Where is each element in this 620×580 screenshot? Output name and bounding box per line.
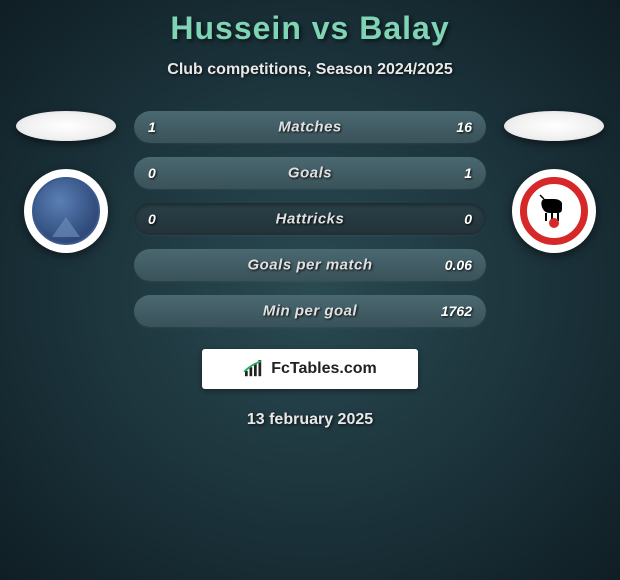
page-subtitle: Club competitions, Season 2024/2025 — [167, 61, 452, 79]
club-badge-right-emblem — [520, 177, 588, 245]
brand-label: FcTables.com — [271, 360, 377, 378]
stat-label: Hattricks — [276, 211, 345, 228]
stat-label: Goals — [288, 165, 332, 182]
right-side-col — [504, 111, 604, 253]
stat-value-left: 1 — [148, 119, 156, 135]
stats-column: 1 Matches 16 0 Goals 1 0 Hattricks 0 Goals per ma… — [134, 111, 486, 327]
left-side-col — [16, 111, 116, 253]
stat-row: Min per goal 1762 — [134, 295, 486, 327]
stat-label: Min per goal — [263, 303, 357, 320]
club-badge-left-emblem — [32, 177, 100, 245]
club-badge-left — [24, 169, 108, 253]
club-badge-right — [512, 169, 596, 253]
stat-row: 0 Hattricks 0 — [134, 203, 486, 235]
stat-value-left: 0 — [148, 211, 156, 227]
stat-row: 1 Matches 16 — [134, 111, 486, 143]
stat-value-right: 0 — [464, 211, 472, 227]
stat-label: Goals per match — [247, 257, 372, 274]
stat-value-right: 0.06 — [445, 257, 472, 273]
stat-value-left: 0 — [148, 165, 156, 181]
stat-row: Goals per match 0.06 — [134, 249, 486, 281]
bar-chart-icon — [243, 360, 265, 378]
player-left-placeholder — [16, 111, 116, 141]
stat-value-right: 1 — [464, 165, 472, 181]
stat-row: 0 Goals 1 — [134, 157, 486, 189]
stat-label: Matches — [278, 119, 342, 136]
page-title: Hussein vs Balay — [170, 10, 449, 47]
comparison-card: Hussein vs Balay Club competitions, Seas… — [0, 0, 620, 439]
stat-value-right: 16 — [456, 119, 472, 135]
date-text: 13 february 2025 — [247, 411, 373, 429]
stat-value-right: 1762 — [441, 303, 472, 319]
player-right-placeholder — [504, 111, 604, 141]
goat-ball-icon — [534, 191, 574, 231]
brand-box[interactable]: FcTables.com — [202, 349, 418, 389]
main-area: 1 Matches 16 0 Goals 1 0 Hattricks 0 Goals per ma… — [0, 111, 620, 327]
